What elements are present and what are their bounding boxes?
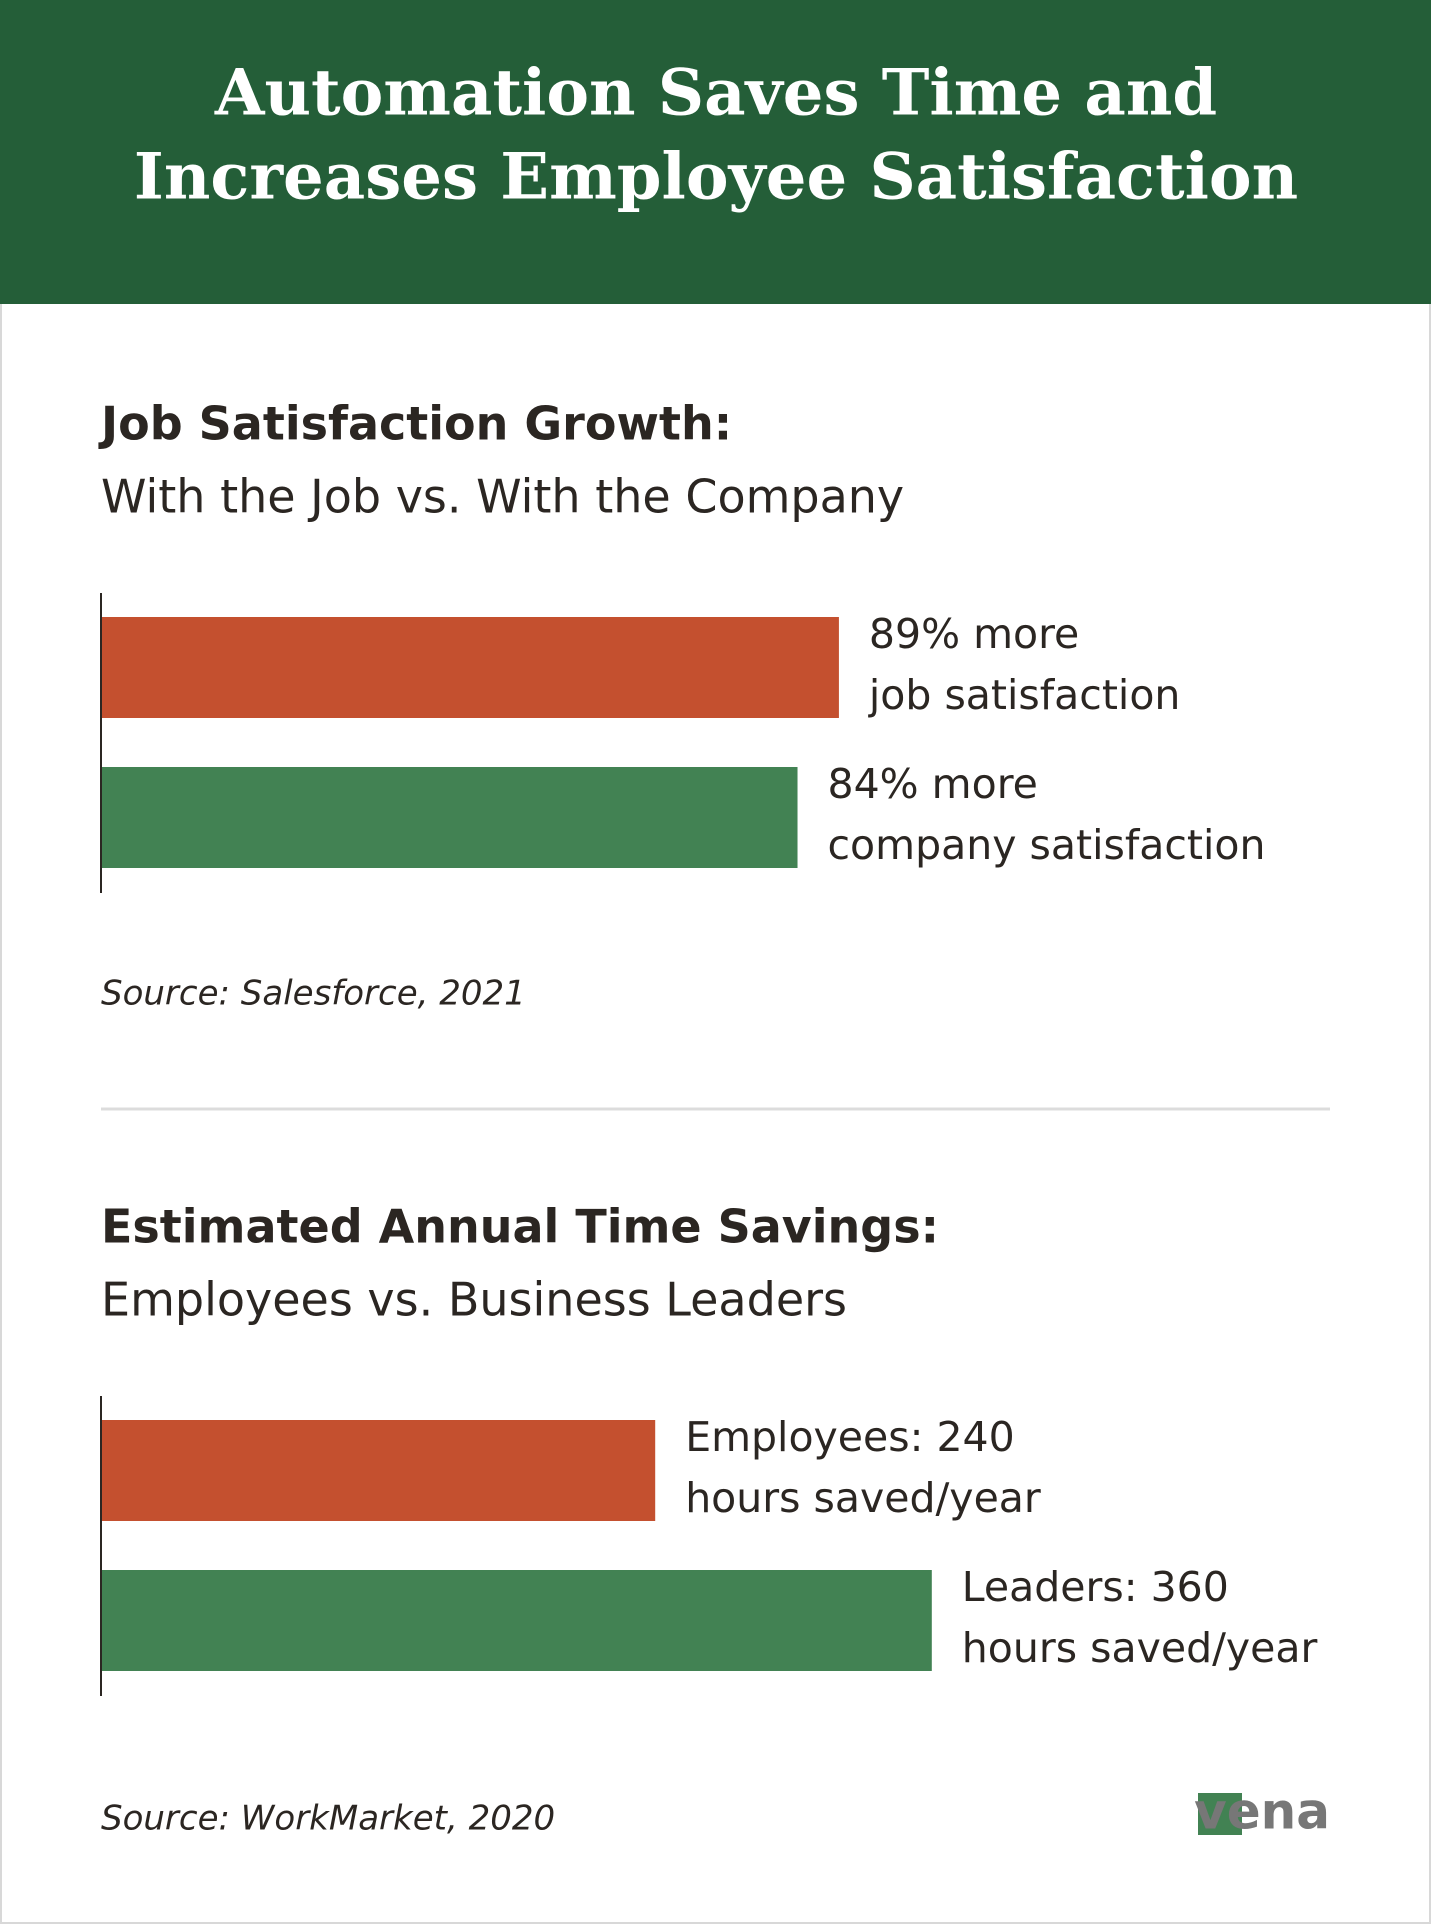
chart-subtitle: With the Job vs. With the Company xyxy=(101,470,904,524)
bar xyxy=(102,1420,656,1521)
chart-title: Job Satisfaction Growth: xyxy=(98,397,732,451)
value-label: job satisfaction xyxy=(868,671,1180,719)
value-label: 89% more xyxy=(869,610,1079,658)
bar xyxy=(102,767,798,868)
value-label: hours saved/year xyxy=(962,1624,1318,1672)
source: Source: WorkMarket, 2020 xyxy=(101,1799,555,1839)
logo: vena xyxy=(1194,1783,1330,1841)
value-label: Employees: 240 xyxy=(685,1413,1015,1461)
chart-subtitle: Employees vs. Business Leaders xyxy=(101,1273,847,1327)
header-title: Automation Saves Time and xyxy=(214,56,1217,131)
value-label: company satisfaction xyxy=(828,821,1266,869)
header-band xyxy=(0,0,1431,304)
source: Source: Salesforce, 2021 xyxy=(101,974,526,1014)
value-label: Leaders: 360 xyxy=(962,1563,1229,1611)
chart-title: Estimated Annual Time Savings: xyxy=(101,1200,939,1254)
logo-mark xyxy=(1198,1793,1242,1835)
header-title: Increases Employee Satisfaction xyxy=(134,140,1298,215)
bar xyxy=(102,617,839,718)
value-label: hours saved/year xyxy=(685,1474,1041,1522)
value-label: 84% more xyxy=(828,760,1038,808)
bar xyxy=(102,1570,932,1671)
